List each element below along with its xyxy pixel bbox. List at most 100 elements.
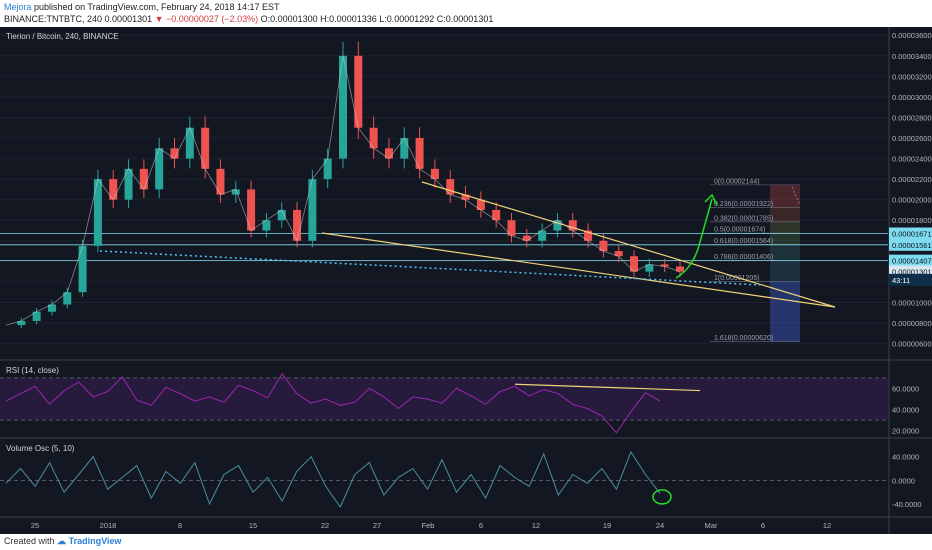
candle-body	[201, 127, 210, 169]
volosc-tick-label: -40.0000	[892, 500, 922, 509]
volosc-tick-label: 40.0000	[892, 453, 919, 462]
candle-body	[614, 251, 623, 257]
created-with: Created with ☁ TradingView	[4, 536, 121, 547]
ohlc-values: O:0.00001300 H:0.00001336 L:0.00001292 C…	[260, 14, 494, 24]
fib-level-label: 0.618(0.00001564)	[714, 238, 773, 245]
footer-bar: Created with ☁ TradingView	[0, 534, 932, 550]
symbol-line: BINANCE:TNTBTC, 240 0.00001301 ▼ −0.0000…	[4, 14, 493, 24]
price-axis-label-bg	[889, 254, 932, 267]
candle-body	[461, 194, 470, 200]
rsi-line	[5, 372, 661, 434]
fib-zone	[770, 207, 800, 222]
candle-body	[568, 220, 577, 231]
candle-body	[277, 209, 286, 221]
candle-body	[492, 209, 501, 221]
fib-zone	[770, 233, 800, 245]
price-tick-label: 0.00001800	[892, 216, 932, 225]
tradingview-brand[interactable]: TradingView	[68, 536, 122, 546]
last-price: 0.00001301	[104, 14, 153, 24]
price-tick-label: 0.00002000	[892, 196, 932, 205]
price-axis-label: 0.00001301	[892, 268, 932, 277]
price-tick-label: 0.00002200	[892, 175, 932, 184]
candle-body	[262, 220, 271, 231]
candle-body	[185, 127, 194, 159]
candle-body	[323, 158, 332, 180]
time-tick-label: 15	[249, 521, 257, 530]
candle-body	[124, 168, 133, 200]
price-close-line	[5, 55, 681, 326]
candle-body	[599, 240, 608, 252]
author-link[interactable]: Mejora	[4, 2, 32, 12]
rsi-title: RSI (14, close)	[6, 366, 59, 375]
price-tick-label: 0.00003600	[892, 31, 932, 40]
candle-body	[139, 168, 148, 190]
fib-level-label: 1.618(0.00000620)	[714, 335, 773, 342]
candle-body	[216, 168, 225, 195]
candle-body	[308, 179, 317, 241]
candle-body	[63, 292, 72, 305]
candle-body	[507, 220, 516, 236]
price-axis-label: 43:11	[892, 276, 910, 285]
price-axis-label-bg	[889, 238, 932, 251]
time-tick-label: Feb	[422, 521, 435, 530]
price-tick-label: 0.00002600	[892, 134, 932, 143]
fib-zone	[770, 184, 800, 208]
chart-svg[interactable]: 0.00003600 0.00003400 0.00003200 0.00003000…	[0, 27, 932, 534]
price-tick-label: 0.00001000	[892, 298, 932, 307]
chart-area[interactable]: 0.00003600 0.00003400 0.00003200 0.00003000…	[0, 27, 932, 534]
candle-body	[109, 179, 118, 200]
time-tick-label: 2018	[100, 521, 117, 530]
fib-level-label: 0.786(0.00001406)	[714, 254, 773, 261]
publish-line: Mejora published on TradingView.com, Feb…	[4, 2, 280, 12]
fib-zone	[770, 260, 800, 282]
fib-zone	[770, 221, 800, 234]
wedge-lower-trendline	[321, 232, 836, 308]
volosc-tick-label: 0.0000	[892, 476, 915, 485]
volosc-title: Volume Osc (5, 10)	[6, 444, 75, 453]
projection-arrowhead	[704, 193, 718, 206]
publish-header: Mejora published on TradingView.com, Feb…	[0, 0, 932, 26]
candle-body	[339, 55, 347, 159]
candle-body	[476, 199, 485, 210]
candle-body	[446, 179, 455, 195]
candle-body	[553, 220, 562, 231]
time-tick-label: 19	[603, 521, 611, 530]
support-dotted-line	[99, 250, 761, 286]
time-tick-label: 22	[321, 521, 329, 530]
candle-body	[17, 320, 26, 326]
candle-body	[32, 311, 41, 321]
candle-body	[170, 148, 179, 159]
time-tick-label: 6	[479, 521, 483, 530]
candle-body	[584, 230, 593, 241]
price-axis-label: 0.00001671	[892, 229, 932, 238]
price-axis-label-bg	[889, 227, 932, 240]
candle-body	[293, 209, 302, 241]
rsi-band	[0, 377, 888, 421]
time-tick-label: 12	[532, 521, 540, 530]
projection-arrow	[675, 198, 713, 279]
candle-body	[93, 179, 102, 246]
price-axis-label: 0.00001407	[892, 257, 932, 266]
publish-info: published on TradingView.com, February 2…	[34, 2, 280, 12]
time-tick-label: 8	[178, 521, 182, 530]
candle-body	[676, 266, 684, 272]
time-tick-label: 25	[31, 521, 39, 530]
candle-body	[630, 256, 639, 272]
candle-body	[415, 138, 424, 169]
rsi-trendline	[514, 383, 701, 392]
candle-body	[522, 235, 531, 241]
candle-body	[430, 168, 439, 180]
price-axis-label-bg	[889, 273, 932, 286]
price-tick-label: 0.00000600	[892, 340, 932, 349]
candle-body	[645, 264, 654, 272]
fib-level-label: 0.382(0.00001785)	[714, 215, 773, 222]
rsi-tick-label: 60.0000	[892, 384, 919, 393]
candle-body	[47, 304, 56, 312]
target-dashed-line	[791, 186, 801, 206]
candle-body	[384, 148, 393, 159]
fib-zone	[770, 281, 800, 342]
price-change: ▼ −0.00000027 (−2.03%)	[154, 14, 259, 24]
candle-body	[660, 264, 669, 267]
candle-body	[538, 230, 547, 241]
fib-level-label: 0.5(0.00001674)	[714, 227, 765, 234]
